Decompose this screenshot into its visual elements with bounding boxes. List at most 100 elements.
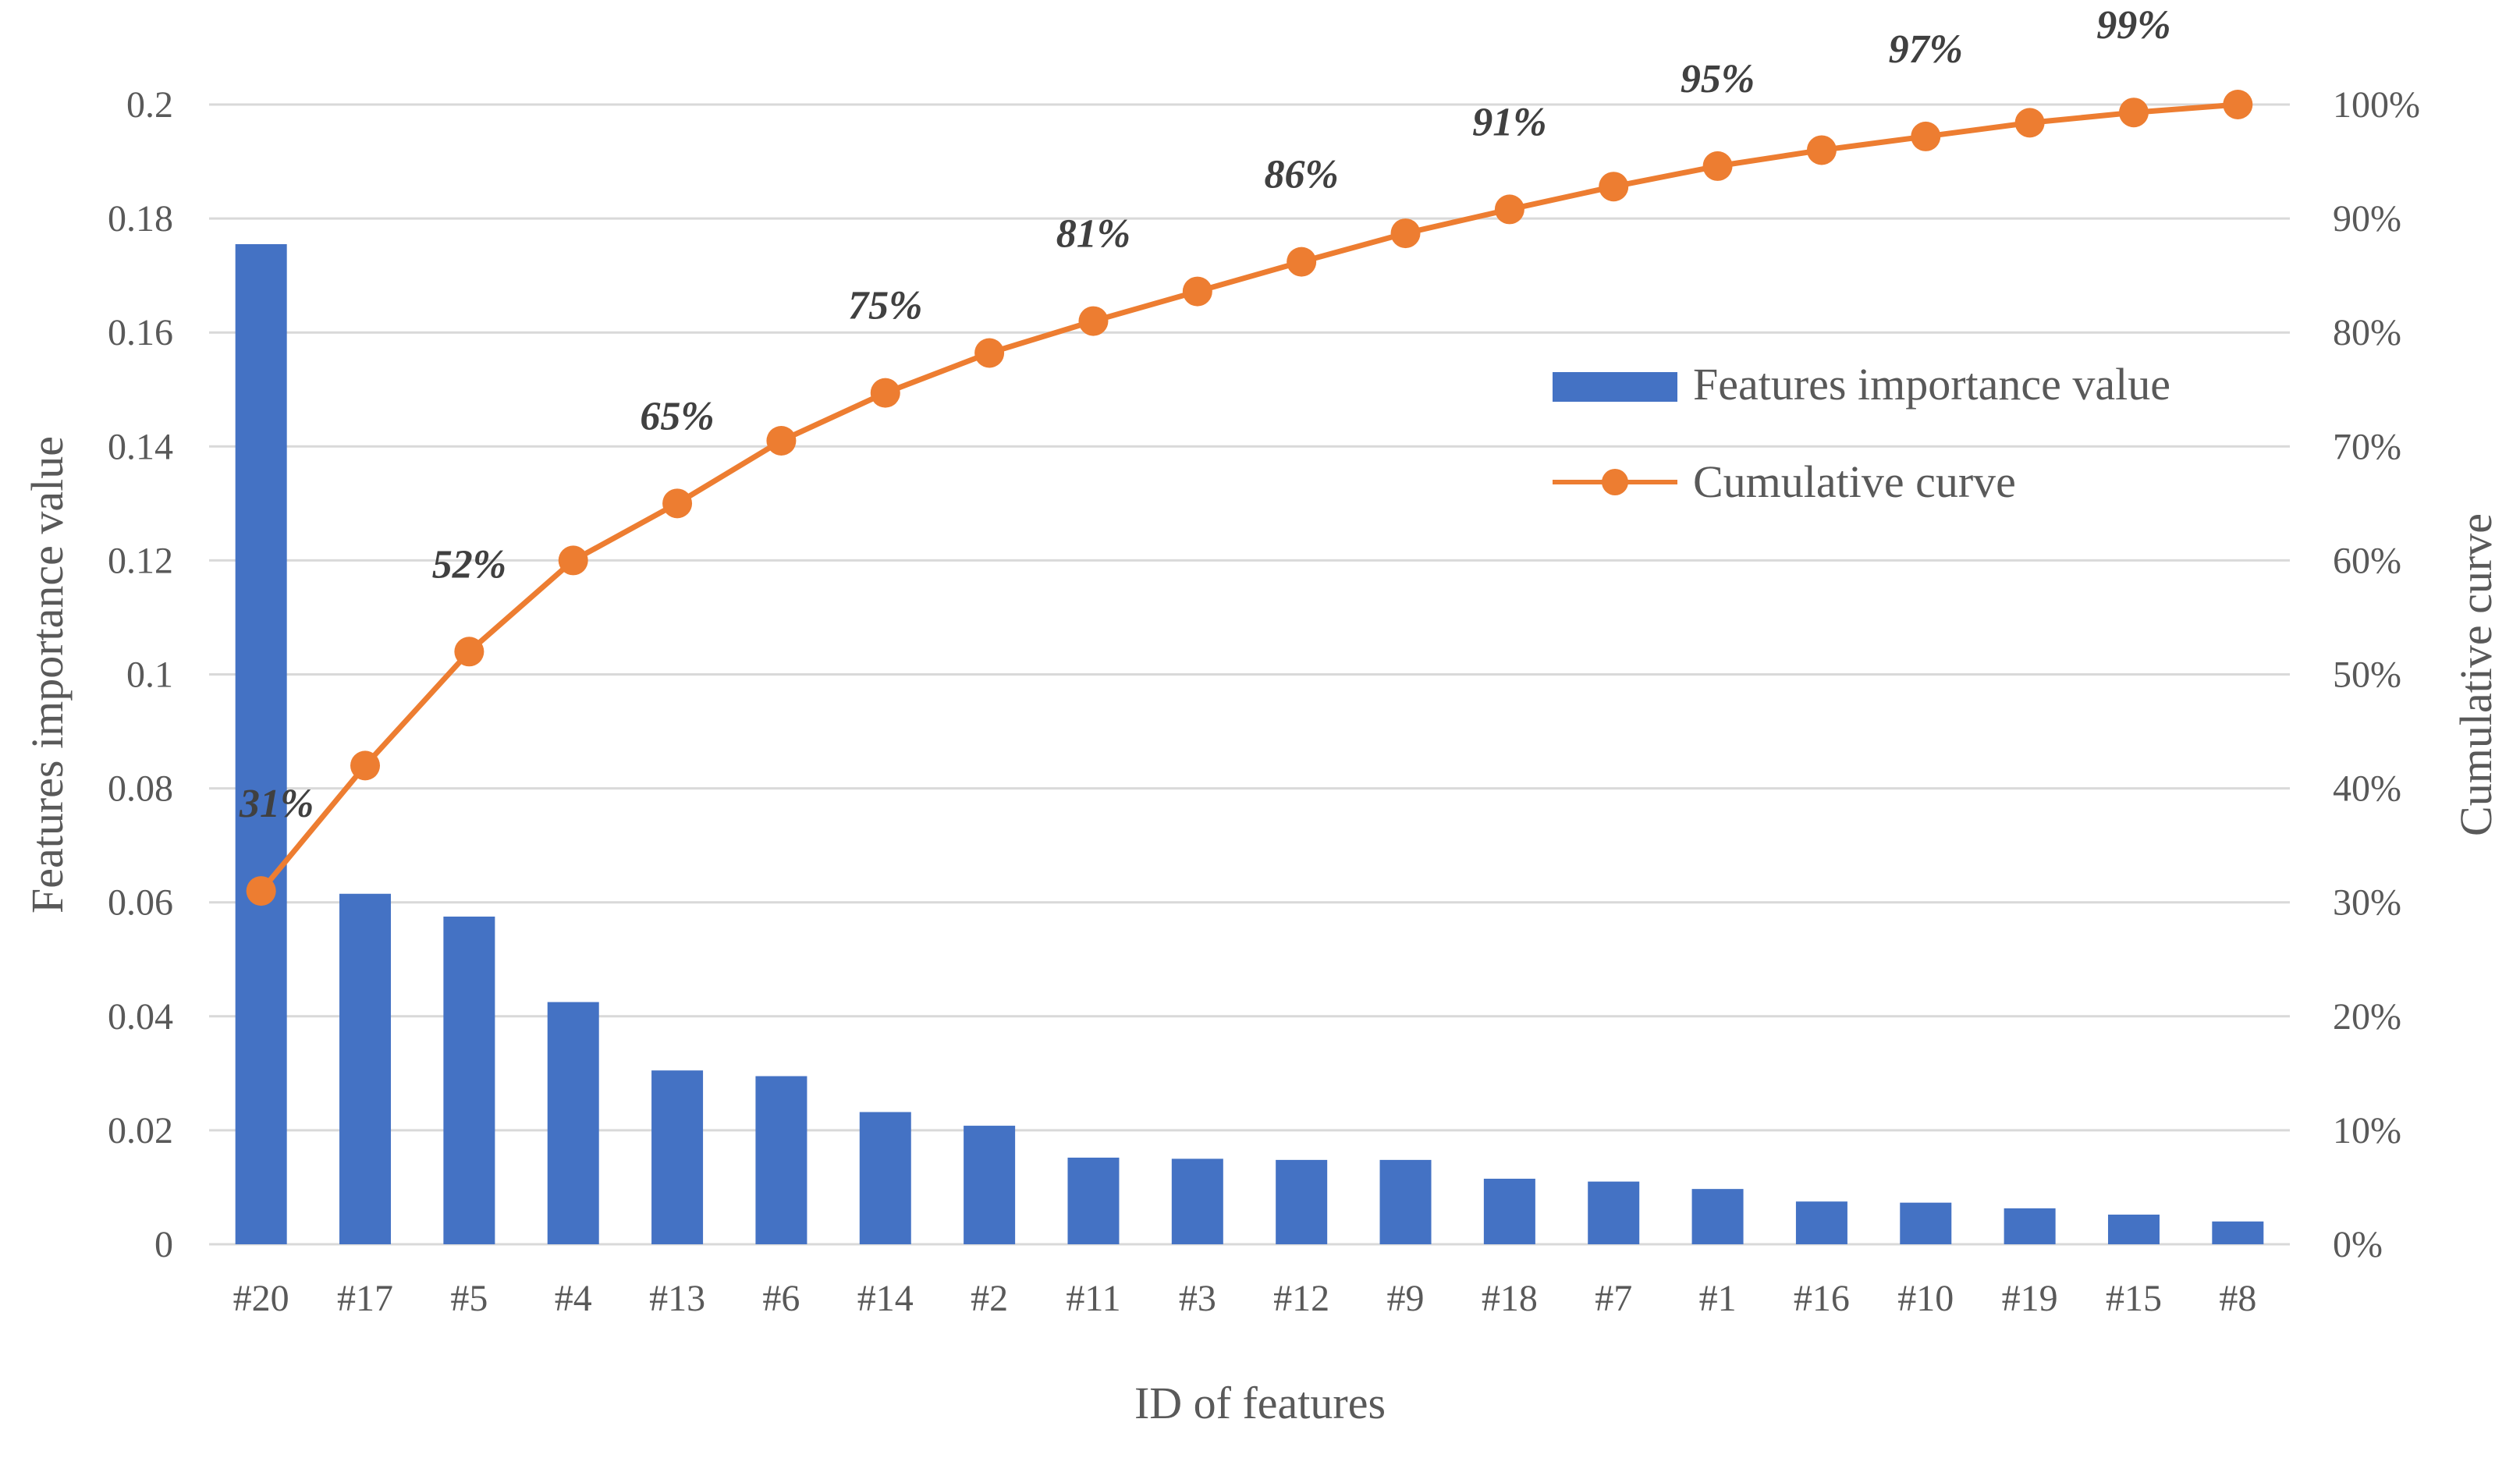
- y2-tick-label: 60%: [2333, 540, 2401, 581]
- legend-bar-swatch: [1553, 372, 1677, 402]
- cumulative-point: [1806, 135, 1837, 165]
- x-tick-label: #8: [2219, 1278, 2256, 1319]
- x-tick-label: #18: [1482, 1278, 1538, 1319]
- cumulative-data-label: 52%: [432, 542, 506, 587]
- cumulative-point: [2014, 108, 2045, 138]
- x-tick-label: #16: [1794, 1278, 1850, 1319]
- bar-id-12: [1276, 1159, 1328, 1244]
- cumulative-point: [974, 338, 1005, 368]
- y2-tick-label: 100%: [2333, 84, 2420, 126]
- bar-id-14: [859, 1112, 911, 1244]
- x-tick-label: #20: [233, 1278, 289, 1319]
- bar-id-5: [443, 916, 495, 1244]
- y2-tick-label: 10%: [2333, 1110, 2401, 1151]
- left-axis-ticks: 0 0.02 0.04 0.06 0.08 0.1 0.12 0.14 0.16 0.18 0.2: [108, 84, 173, 1265]
- x-tick-label: #19: [2002, 1278, 2058, 1319]
- bar-series: [235, 243, 2264, 1244]
- x-tick-label: #11: [1066, 1278, 1120, 1319]
- bar-id-11: [1067, 1157, 1120, 1244]
- cumulative-point: [2118, 98, 2149, 128]
- y-tick-label: 0.02: [108, 1110, 173, 1151]
- x-tick-label: #10: [1897, 1278, 1954, 1319]
- y2-tick-label: 30%: [2333, 882, 2401, 924]
- cumulative-point: [766, 425, 797, 456]
- right-axis-ticks: 0% 10% 20% 30% 40% 50% 60% 70% 80% 90% 100%: [2333, 84, 2420, 1265]
- bar-id-8: [2212, 1221, 2264, 1244]
- cumulative-point: [558, 545, 588, 576]
- y-tick-label: 0.16: [108, 312, 173, 353]
- cumulative-data-label: 99%: [2096, 3, 2170, 48]
- y2-tick-label: 90%: [2333, 198, 2401, 239]
- legend-line-marker: [1602, 469, 1628, 495]
- cumulative-point: [1702, 151, 1733, 181]
- bar-id-9: [1379, 1159, 1432, 1244]
- cumulative-point: [1078, 306, 1109, 336]
- y-tick-label: 0.2: [126, 84, 173, 126]
- y-tick-label: 0.06: [108, 882, 173, 924]
- cumulative-data-label: 91%: [1472, 100, 1546, 144]
- y2-tick-label: 80%: [2333, 312, 2401, 353]
- y2-tick-label: 70%: [2333, 426, 2401, 467]
- cumulative-point: [1911, 121, 1941, 151]
- cumulative-point: [2223, 90, 2253, 119]
- y-axis-title: Features importance value: [22, 436, 73, 913]
- cumulative-point: [454, 637, 484, 667]
- cumulative-data-label: 97%: [1889, 27, 1963, 72]
- x-tick-label: #9: [1387, 1278, 1425, 1319]
- cumulative-point: [870, 378, 900, 408]
- bar-id-2: [964, 1126, 1016, 1244]
- bar-id-19: [2004, 1208, 2056, 1244]
- bar-id-20: [235, 243, 287, 1244]
- x-tick-label: #5: [450, 1278, 488, 1319]
- y2-tick-label: 50%: [2333, 655, 2401, 696]
- x-tick-label: #17: [337, 1278, 393, 1319]
- y2-tick-label: 40%: [2333, 768, 2401, 810]
- bar-id-6: [755, 1076, 807, 1244]
- x-tick-label: #4: [555, 1278, 592, 1319]
- y2-axis-title: Cumulative curve: [2451, 513, 2501, 836]
- cumulative-line: [258, 101, 2238, 893]
- y-tick-label: 0.04: [108, 996, 173, 1038]
- x-tick-label: #13: [649, 1278, 705, 1319]
- cumulative-point: [1390, 218, 1421, 249]
- cumulative-data-label: 75%: [848, 284, 922, 328]
- bar-id-1: [1691, 1189, 1744, 1244]
- x-tick-label: #1: [1699, 1278, 1737, 1319]
- x-tick-label: #15: [2106, 1278, 2162, 1319]
- y-tick-label: 0: [154, 1224, 173, 1265]
- x-tick-label: #14: [857, 1278, 914, 1319]
- bar-id-3: [1171, 1158, 1223, 1244]
- bar-id-4: [547, 1002, 599, 1244]
- x-tick-label: #2: [971, 1278, 1008, 1319]
- x-tick-label: #7: [1595, 1278, 1632, 1319]
- legend: Features importance value Cumulative cur…: [1553, 359, 2170, 507]
- x-tick-label: #12: [1273, 1278, 1329, 1319]
- x-axis-title: ID of features: [1134, 1378, 1386, 1428]
- cumulative-data-label: 86%: [1265, 153, 1339, 197]
- cumulative-data-label: 95%: [1681, 57, 1755, 101]
- cumulative-point: [1182, 276, 1212, 307]
- bar-id-15: [2107, 1215, 2160, 1244]
- cumulative-point: [1494, 194, 1524, 225]
- bar-id-17: [339, 893, 392, 1244]
- x-tick-label: #3: [1179, 1278, 1216, 1319]
- y-tick-label: 0.18: [108, 198, 173, 239]
- cumulative-point: [350, 750, 381, 781]
- bar-id-16: [1795, 1201, 1847, 1244]
- y-tick-label: 0.14: [108, 426, 173, 467]
- bar-id-18: [1483, 1178, 1535, 1244]
- y2-tick-label: 20%: [2333, 996, 2401, 1038]
- line-series: [246, 90, 2253, 906]
- bar-id-13: [651, 1070, 704, 1244]
- legend-line-label: Cumulative curve: [1693, 456, 2016, 507]
- y2-tick-label: 0%: [2333, 1224, 2383, 1265]
- data-labels: 31% 52% 65% 75% 81% 86% 91% 95% 97% 99%: [239, 3, 2171, 826]
- cumulative-data-label: 31%: [239, 782, 314, 826]
- cumulative-data-label: 65%: [640, 394, 714, 438]
- bar-id-7: [1588, 1181, 1640, 1244]
- cumulative-point: [1287, 247, 1317, 277]
- bar-id-10: [1900, 1202, 1952, 1244]
- y-tick-label: 0.1: [126, 655, 173, 696]
- cumulative-data-label: 81%: [1056, 212, 1130, 257]
